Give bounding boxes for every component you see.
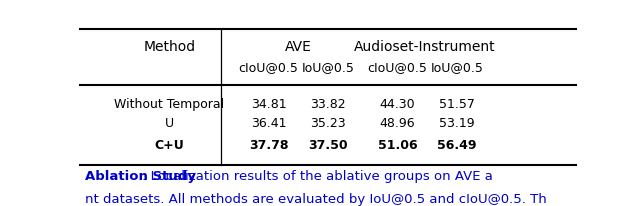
Text: 53.19: 53.19 — [439, 117, 475, 130]
Text: nt datasets. All methods are evaluated by IoU@0.5 and cIoU@0.5. Th: nt datasets. All methods are evaluated b… — [85, 193, 547, 206]
Text: Audioset-Instrument: Audioset-Instrument — [354, 40, 495, 54]
Text: 48.96: 48.96 — [380, 117, 415, 130]
Text: 33.82: 33.82 — [310, 97, 346, 111]
Text: 34.81: 34.81 — [251, 97, 286, 111]
Text: cIoU@0.5: cIoU@0.5 — [367, 61, 428, 74]
Text: 56.49: 56.49 — [437, 139, 477, 152]
Text: IoU@0.5: IoU@0.5 — [301, 61, 355, 74]
Text: C+U: C+U — [154, 139, 184, 152]
Text: IoU@0.5: IoU@0.5 — [431, 61, 483, 74]
Text: AVE: AVE — [285, 40, 312, 54]
Text: : Localization results of the ablative groups on AVE a: : Localization results of the ablative g… — [142, 171, 493, 184]
Text: 35.23: 35.23 — [310, 117, 346, 130]
Text: 36.41: 36.41 — [251, 117, 286, 130]
Text: 51.06: 51.06 — [378, 139, 417, 152]
Text: 51.57: 51.57 — [439, 97, 475, 111]
Text: Ablation Study: Ablation Study — [85, 171, 196, 184]
Text: 37.50: 37.50 — [308, 139, 348, 152]
Text: Without Temporal: Without Temporal — [114, 97, 225, 111]
Text: 37.78: 37.78 — [249, 139, 288, 152]
Text: cIoU@0.5: cIoU@0.5 — [239, 61, 298, 74]
Text: Method: Method — [143, 40, 195, 54]
Text: U: U — [164, 117, 174, 130]
Text: 44.30: 44.30 — [380, 97, 415, 111]
